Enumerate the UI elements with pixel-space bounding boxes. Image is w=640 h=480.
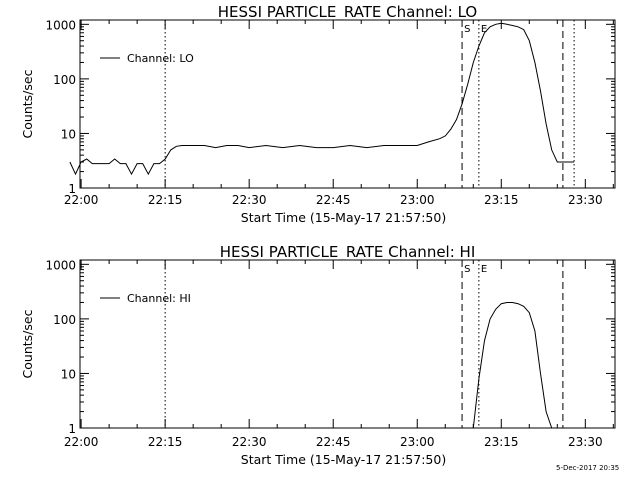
y-tick-label: 1000 [45,18,76,32]
x-tick-label: 22:00 [64,193,99,207]
chart-panel-lo: HESSI PARTICLE_RATE Channel: LO 1 10 100 100… [20,3,616,225]
x-tick-label: 23:30 [568,193,603,207]
legend-label: Channel: HI [127,292,191,305]
y-tick-label: 100 [53,313,76,327]
marker-label: E [481,264,487,275]
plot-frame [79,259,616,429]
plot-frame [79,19,616,189]
x-tick-label: 23:30 [568,435,603,449]
y-axis-label: Counts/sec [20,309,35,378]
y-tick-label: 1 [68,182,76,196]
x-tick-label: 22:00 [64,435,99,449]
date-stamp: 5-Dec-2017 20:35 [556,464,620,472]
x-tick-label: 22:30 [232,193,267,207]
x-tick-label: 23:00 [400,435,435,449]
chart-title: HESSI PARTICLE_RATE Channel: HI [220,243,476,262]
x-tick-label: 23:00 [400,193,435,207]
x-tick-label: 23:15 [484,435,519,449]
x-tick-label: 22:45 [316,193,351,207]
x-tick-label: 22:15 [148,435,183,449]
series-line-hi [472,302,553,429]
y-axis-label: Counts/sec [20,69,35,138]
series-line-lo [69,22,575,176]
x-axis-label: Start Time (15-May-17 21:57:50) [241,452,446,467]
marker-label: S [464,24,470,35]
x-axis-label: Start Time (15-May-17 21:57:50) [241,210,446,225]
x-tick-label: 22:45 [316,435,351,449]
x-tick-label: 23:15 [484,193,519,207]
x-tick-label: 22:15 [148,193,183,207]
y-tick-label: 10 [61,367,76,381]
y-tick-label: 1000 [45,258,76,272]
legend-label: Channel: LO [127,52,194,65]
y-tick-label: 100 [53,73,76,87]
marker-label: E [481,24,487,35]
marker-label: S [464,264,470,275]
y-tick-label: 10 [61,127,76,141]
x-tick-label: 22:30 [232,435,267,449]
chart-title: HESSI PARTICLE_RATE Channel: LO [218,3,477,22]
chart-panel-hi: HESSI PARTICLE_RATE Channel: HI 1 10 100 100… [20,243,616,467]
y-tick-label: 1 [68,422,76,436]
